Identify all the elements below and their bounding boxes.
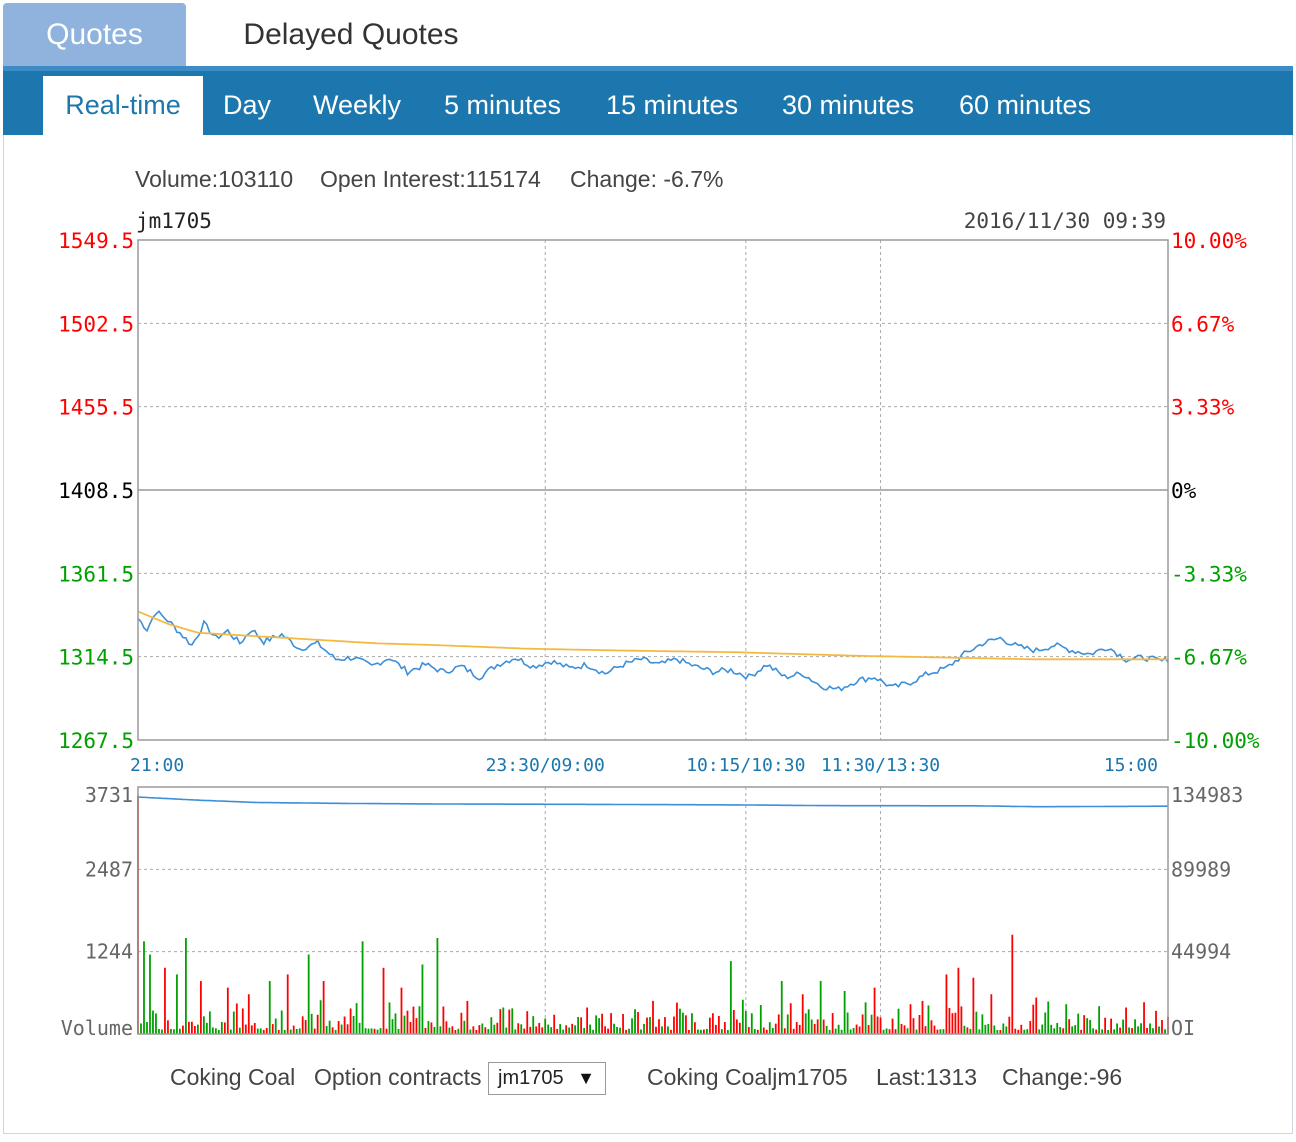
chart-symbol: jm1705 [136, 209, 212, 233]
time-tick-label: 11:30/13:30 [821, 755, 940, 776]
open-interest-line [137, 796, 1168, 808]
time-tick-label: 15:00 [1104, 755, 1158, 776]
tab-5-minutes[interactable]: 5 minutes [444, 90, 562, 120]
pct-tick-label: -10.00% [1171, 729, 1260, 753]
price-change: Change:-96 [1002, 1064, 1123, 1090]
price-tick-label: 1361.5 [58, 562, 134, 586]
volume-readout: Volume:103110 [135, 166, 294, 192]
open-interest-readout: Open Interest:115174 [320, 166, 541, 192]
chart-panel [3, 135, 1293, 1134]
tab-delayed-quotes[interactable]: Delayed Quotes [243, 18, 459, 51]
oi-tick-label: 134983 [1171, 783, 1243, 807]
time-tick-label: 21:00 [130, 755, 184, 776]
price-tick-label: 1455.5 [58, 396, 134, 420]
option-contracts-label: Option contracts [314, 1064, 482, 1090]
period-tab-bar: Real-time Day Weekly 5 minutes 15 minute… [3, 66, 1293, 135]
series-lines [137, 610, 1169, 808]
price-grid [138, 240, 1168, 740]
volume-tick-label: 3731 [85, 783, 133, 807]
price-line [137, 610, 1169, 692]
tab-quotes[interactable]: Quotes [3, 3, 186, 66]
oi-tick-label: 89989 [1171, 857, 1231, 881]
chevron-down-icon: ▼ [577, 1068, 595, 1088]
tab-60-minutes[interactable]: 60 minutes [959, 90, 1092, 120]
contract-select-value: jm1705 [498, 1067, 564, 1089]
change-readout: Change: -6.7% [570, 166, 724, 192]
tab-day[interactable]: Day [223, 90, 272, 120]
volume-tick-label: 2487 [85, 857, 133, 881]
volume-tick-label: 1244 [85, 940, 133, 964]
time-tick-label: 23:30/09:00 [486, 755, 605, 776]
tab-weekly[interactable]: Weekly [313, 90, 402, 120]
chart-datetime: 2016/11/30 09:39 [964, 209, 1166, 233]
product-name: Coking Coal [170, 1064, 296, 1090]
volume-frame [137, 786, 1169, 1035]
contract-full-name: Coking Coaljm1705 [647, 1064, 848, 1090]
axis-labels: 1549.5 10.00% 1502.5 6.67% 1455.5 3.33% 1408.5… [58, 229, 1260, 1040]
price-frame [137, 239, 1169, 741]
price-tick-label: 1408.5 [58, 479, 134, 503]
pct-tick-label: -3.33% [1171, 562, 1247, 586]
price-tick-label: 1267.5 [58, 729, 134, 753]
oi-tick-label: OI [1171, 1016, 1195, 1040]
price-tick-label: 1314.5 [58, 646, 134, 670]
volume-grid [138, 787, 1168, 1034]
tab-15-minutes[interactable]: 15 minutes [606, 90, 739, 120]
average-price-line [137, 610, 1168, 661]
price-tick-label: 1549.5 [58, 229, 134, 253]
pct-tick-label: 10.00% [1171, 229, 1247, 253]
pct-tick-label: 3.33% [1171, 396, 1235, 420]
pct-tick-label: 6.67% [1171, 312, 1235, 336]
pct-tick-label: -6.67% [1171, 646, 1247, 670]
last-price: Last:1313 [876, 1064, 978, 1090]
primary-tab-bar: Quotes Delayed Quotes [3, 0, 1293, 66]
time-tick-label: 10:15/10:30 [686, 755, 805, 776]
price-tick-label: 1502.5 [58, 312, 134, 336]
volume-tick-label: Volume [61, 1016, 133, 1040]
tab-real-time[interactable]: Real-time [43, 76, 203, 135]
contract-select[interactable]: jm1705 ▼ [488, 1062, 606, 1095]
pct-tick-label: 0% [1171, 479, 1197, 503]
volume-bars [137, 795, 1169, 1034]
oi-tick-label: 44994 [1171, 940, 1231, 964]
tab-30-minutes[interactable]: 30 minutes [782, 90, 915, 120]
